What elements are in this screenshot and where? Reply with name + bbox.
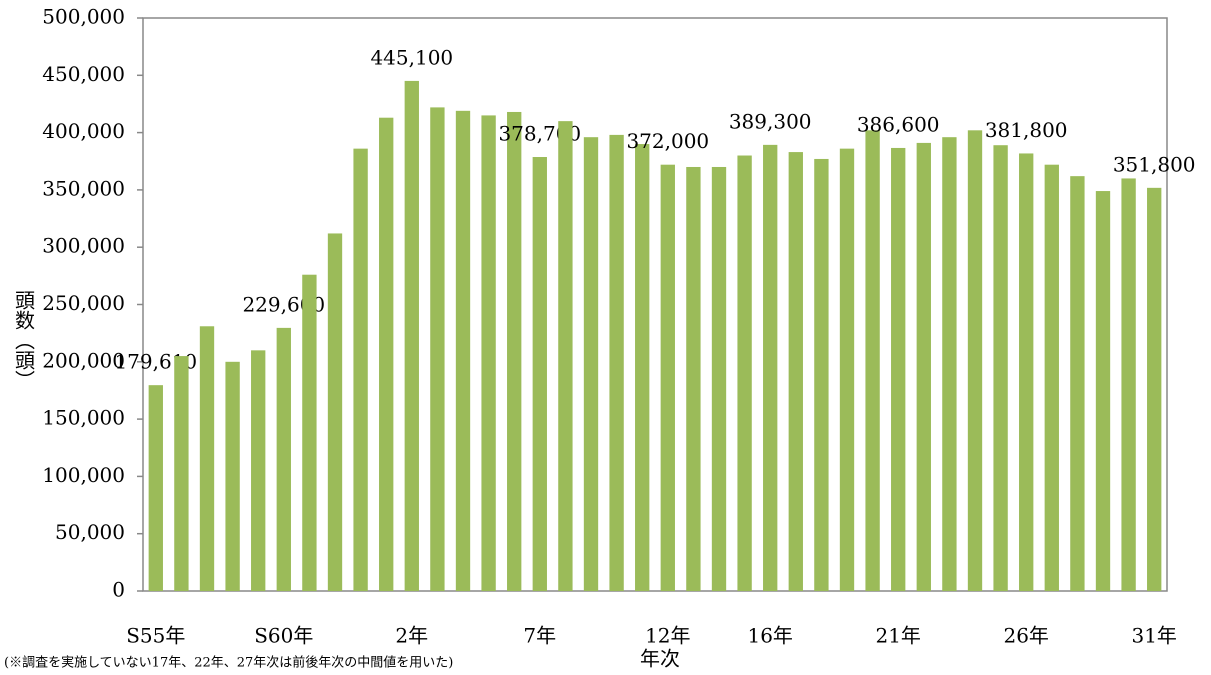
bar xyxy=(430,107,445,591)
bar xyxy=(814,158,829,591)
footnote: (※調査を実施していない17年、22年、27年次は前後年次の中間値を用いた) xyxy=(4,655,453,671)
y-tick-label: 300,000 xyxy=(42,234,125,258)
bar xyxy=(507,111,522,592)
bar xyxy=(276,327,291,591)
y-tick-label: 400,000 xyxy=(42,119,125,143)
y-tick-label: 500,000 xyxy=(42,5,125,29)
bar xyxy=(686,166,701,592)
bar xyxy=(379,117,394,592)
data-label: 386,600 xyxy=(857,112,940,136)
bar xyxy=(609,134,624,591)
bar xyxy=(353,148,368,592)
bar xyxy=(148,385,163,591)
data-label: 445,100 xyxy=(370,45,453,69)
bar xyxy=(839,148,855,592)
bar xyxy=(993,145,1008,591)
bar xyxy=(865,130,880,592)
y-tick-label: 50,000 xyxy=(55,520,125,544)
bar xyxy=(942,137,957,591)
x-tick-label: 21年 xyxy=(875,624,920,648)
x-tick-label: 31年 xyxy=(1131,624,1176,648)
x-tick-label: S60年 xyxy=(254,624,313,648)
bar xyxy=(788,152,803,591)
bar xyxy=(199,326,215,591)
bar xyxy=(558,121,573,591)
y-tick-label: 450,000 xyxy=(42,62,125,86)
bar xyxy=(891,147,906,591)
data-label: 351,800 xyxy=(1113,152,1196,176)
y-axis-title: 頭数（頭） xyxy=(12,290,36,390)
bar xyxy=(251,350,266,591)
bar xyxy=(174,356,189,591)
bar xyxy=(635,144,650,591)
data-label: 372,000 xyxy=(626,129,709,153)
bar xyxy=(532,157,547,591)
bar xyxy=(225,361,240,591)
x-tick-label: 26年 xyxy=(1003,624,1048,648)
y-tick-label: 150,000 xyxy=(42,406,125,430)
bar xyxy=(583,137,599,591)
bar xyxy=(1095,191,1111,591)
y-tick-label: 0 xyxy=(112,578,125,602)
bar xyxy=(1147,187,1162,591)
bar xyxy=(916,142,931,591)
bar xyxy=(737,155,752,591)
y-tick-label: 350,000 xyxy=(42,176,125,200)
bar xyxy=(660,164,675,592)
bar xyxy=(763,144,778,592)
bar xyxy=(1121,178,1136,591)
x-tick-label: 16年 xyxy=(747,624,792,648)
y-tick-label: 100,000 xyxy=(42,463,125,487)
bar xyxy=(481,115,496,591)
bar xyxy=(327,233,343,591)
y-tick-label: 250,000 xyxy=(42,291,125,315)
data-label: 381,800 xyxy=(985,118,1068,142)
bar xyxy=(711,166,727,592)
bar xyxy=(1044,164,1059,592)
x-axis-title: 年次 xyxy=(640,647,680,671)
bar xyxy=(967,130,983,592)
y-tick-label: 200,000 xyxy=(42,348,125,372)
bar xyxy=(302,274,317,591)
data-label: 389,300 xyxy=(729,109,812,133)
x-tick-label: S55年 xyxy=(126,624,185,648)
x-tick-label: 12年 xyxy=(645,624,690,648)
x-tick-label: 2年 xyxy=(395,624,428,648)
bar xyxy=(404,80,419,591)
bar xyxy=(1070,176,1085,591)
x-tick-label: 7年 xyxy=(523,624,556,648)
bar xyxy=(455,110,471,592)
bar xyxy=(1019,153,1034,591)
